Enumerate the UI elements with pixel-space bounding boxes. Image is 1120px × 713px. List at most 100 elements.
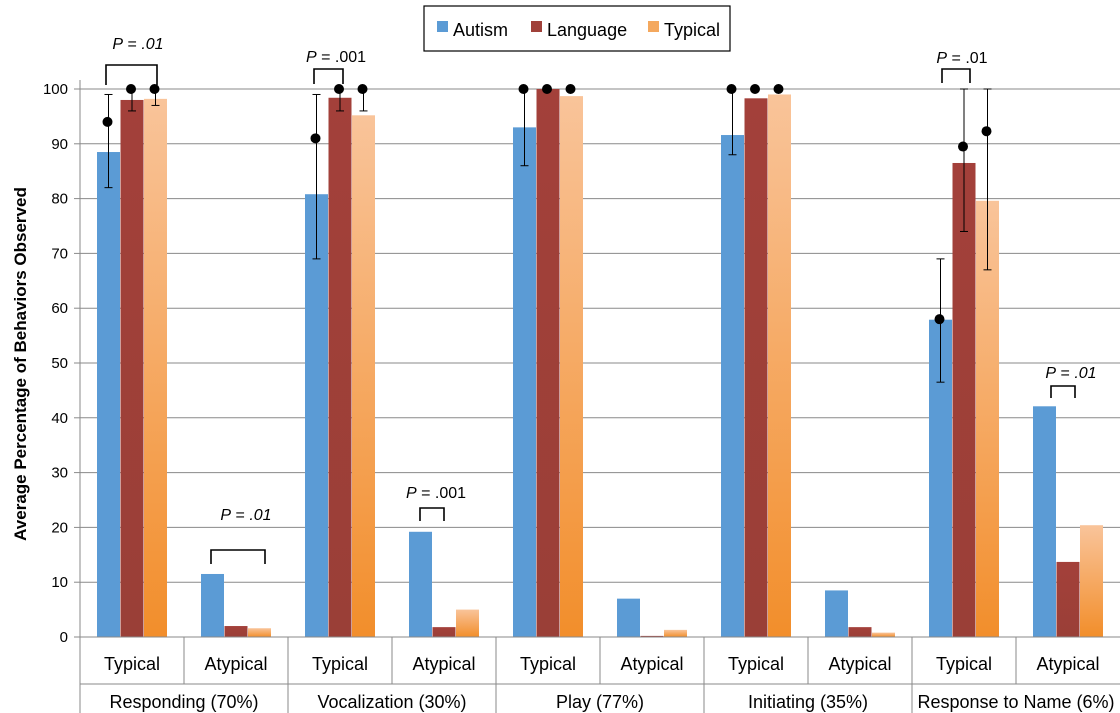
bar-autism [305, 194, 328, 637]
bar-typical [352, 115, 375, 637]
marker-point-typical [149, 84, 160, 94]
bar-language [848, 627, 872, 637]
category-label-typical: Typical [936, 654, 992, 674]
bar-autism [409, 531, 432, 637]
significance-bracket [210, 549, 266, 564]
bar-typical [976, 200, 999, 638]
group-label-play-77: Play (77%) [556, 692, 644, 712]
marker-point-language [334, 84, 344, 94]
y-tick-label: 60 [51, 300, 68, 317]
y-tick-label: 80 [51, 191, 68, 208]
bar-language [1056, 561, 1080, 637]
marker-point-autism [310, 133, 321, 144]
y-axis-title: Average Percentage of Behaviors Observed [11, 187, 30, 541]
y-tick-label: 70 [51, 245, 68, 262]
category-label-atypical: Atypical [620, 654, 683, 674]
y-tick-label: 20 [51, 519, 68, 536]
bar-typical [768, 94, 791, 638]
legend: Autism Language Typical [423, 5, 731, 52]
marker-point-language [958, 141, 968, 152]
gridlines [80, 88, 1120, 583]
marker-point-autism [518, 84, 529, 94]
bar-language [952, 162, 976, 638]
bar-typical [248, 628, 271, 637]
marker-point-typical [565, 84, 576, 94]
y-tick-label: 50 [51, 355, 68, 372]
category-label-atypical: Atypical [204, 654, 267, 674]
bar-language [432, 627, 456, 637]
category-label-typical: Typical [728, 654, 784, 674]
legend-label-language: Language [547, 20, 627, 40]
bar-autism [825, 590, 848, 637]
group-label-vocalization-30: Vocalization (30%) [317, 692, 466, 712]
bar-autism [201, 573, 224, 637]
bar-typical [560, 96, 583, 637]
bar-language [640, 635, 664, 637]
category-label-typical: Typical [312, 654, 368, 674]
category-label-atypical: Atypical [828, 654, 891, 674]
bar-language [328, 97, 352, 637]
group-label-responding-70: Responding (70%) [109, 692, 258, 712]
marker-point-typical [981, 126, 992, 137]
y-tick-label: 10 [51, 574, 68, 591]
marker-point-autism [726, 84, 737, 94]
y-tick-label: 30 [51, 465, 68, 482]
bar-autism [721, 135, 744, 638]
category-label-atypical: Atypical [1036, 654, 1099, 674]
y-tick-label: 0 [60, 629, 68, 646]
bars [97, 89, 1103, 638]
data-points [102, 84, 992, 325]
legend-label-typical: Typical [664, 20, 720, 40]
bar-autism [513, 127, 536, 638]
category-label-typical: Typical [520, 654, 576, 674]
error-bars [104, 88, 992, 383]
category-label-atypical: Atypical [412, 654, 475, 674]
significance-bracket [313, 68, 344, 84]
significance-bracket [1050, 385, 1076, 398]
y-tick-label: 90 [51, 136, 68, 153]
p-value-label: P = .01 [112, 36, 163, 53]
bar-typical [872, 632, 895, 637]
bar-language [224, 626, 248, 637]
significance-bracket [419, 507, 445, 521]
significance-annotations: P = .01 P = .01 P = .001 P = .001 P = .01 P =… [105, 36, 1097, 564]
bar-language [120, 99, 144, 637]
p-value-label: P = .01 [1045, 365, 1096, 382]
bar-autism [929, 319, 952, 637]
bar-typical [664, 629, 687, 637]
significance-bracket [941, 68, 971, 83]
legend-swatch-language [531, 21, 542, 32]
bar-typical [1080, 525, 1103, 637]
bar-language [536, 89, 560, 637]
p-value-label: P = .001 [306, 49, 366, 66]
bar-autism [617, 598, 640, 637]
bar-typical [144, 98, 167, 637]
marker-point-autism [934, 314, 945, 325]
legend-label-autism: Autism [453, 20, 508, 40]
legend-swatch-autism [437, 21, 448, 32]
bar-typical [456, 609, 479, 637]
group-label-initiating-35: Initiating (35%) [748, 692, 868, 712]
marker-point-typical [357, 84, 368, 94]
legend-box [423, 5, 731, 52]
marker-point-language [750, 84, 760, 94]
category-label-typical: Typical [104, 654, 160, 674]
significance-bracket [105, 64, 158, 85]
bar-autism [97, 152, 120, 637]
p-value-label: P = .001 [406, 485, 466, 502]
p-value-label: P = .01 [936, 50, 987, 67]
marker-point-typical [773, 84, 784, 94]
marker-point-autism [102, 116, 113, 127]
marker-point-language [126, 84, 136, 94]
group-label-response-to-name-6: Response to Name (6%) [917, 692, 1114, 712]
p-value-label: P = .01 [220, 507, 271, 524]
bar-language [744, 98, 768, 638]
legend-swatch-typical [648, 21, 659, 32]
y-tick-label: 40 [51, 410, 68, 427]
y-axis: 0 10 20 30 40 50 60 70 80 90 100 [43, 80, 81, 713]
bar-autism [1033, 406, 1056, 637]
x-axis: Responding (70%) Typical Atypical Vocalizat… [80, 636, 1120, 713]
marker-point-language [542, 84, 552, 94]
y-tick-label: 100 [43, 81, 68, 98]
